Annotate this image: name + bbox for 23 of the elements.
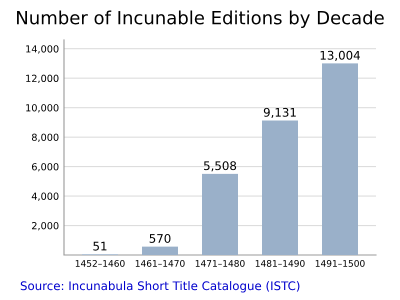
data-label: 13,004 bbox=[320, 50, 360, 61]
source-note: Source: Incunabula Short Title Catalogue (ISTC) bbox=[20, 281, 300, 292]
x-tick-label: 1461–1470 bbox=[136, 260, 185, 267]
data-label: 51 bbox=[93, 242, 106, 251]
y-tick-label: 8,000 bbox=[32, 134, 58, 142]
y-tick-label: 6,000 bbox=[32, 163, 58, 172]
data-label: 570 bbox=[150, 234, 170, 243]
bar bbox=[142, 246, 178, 255]
x-tick-label: 1491–1500 bbox=[316, 260, 365, 267]
data-label: 5,508 bbox=[204, 161, 236, 172]
x-tick-label: 1471–1480 bbox=[196, 260, 245, 267]
y-tick-label: 12,000 bbox=[26, 74, 58, 84]
y-tick-label: 10,000 bbox=[26, 104, 58, 112]
bar bbox=[262, 120, 298, 255]
x-tick-label: 1452–1460 bbox=[76, 260, 125, 267]
chart-title: Number of Incunable Editions by Decade bbox=[17, 10, 384, 28]
y-tick-label: 2,000 bbox=[32, 222, 58, 230]
y-tick-label: 14,000 bbox=[26, 45, 58, 54]
x-tick-label: 1481–1490 bbox=[256, 260, 305, 267]
data-label: 9,131 bbox=[264, 108, 296, 118]
y-tick-label: 4,000 bbox=[32, 192, 58, 201]
bar bbox=[322, 63, 358, 255]
bar bbox=[202, 174, 238, 255]
